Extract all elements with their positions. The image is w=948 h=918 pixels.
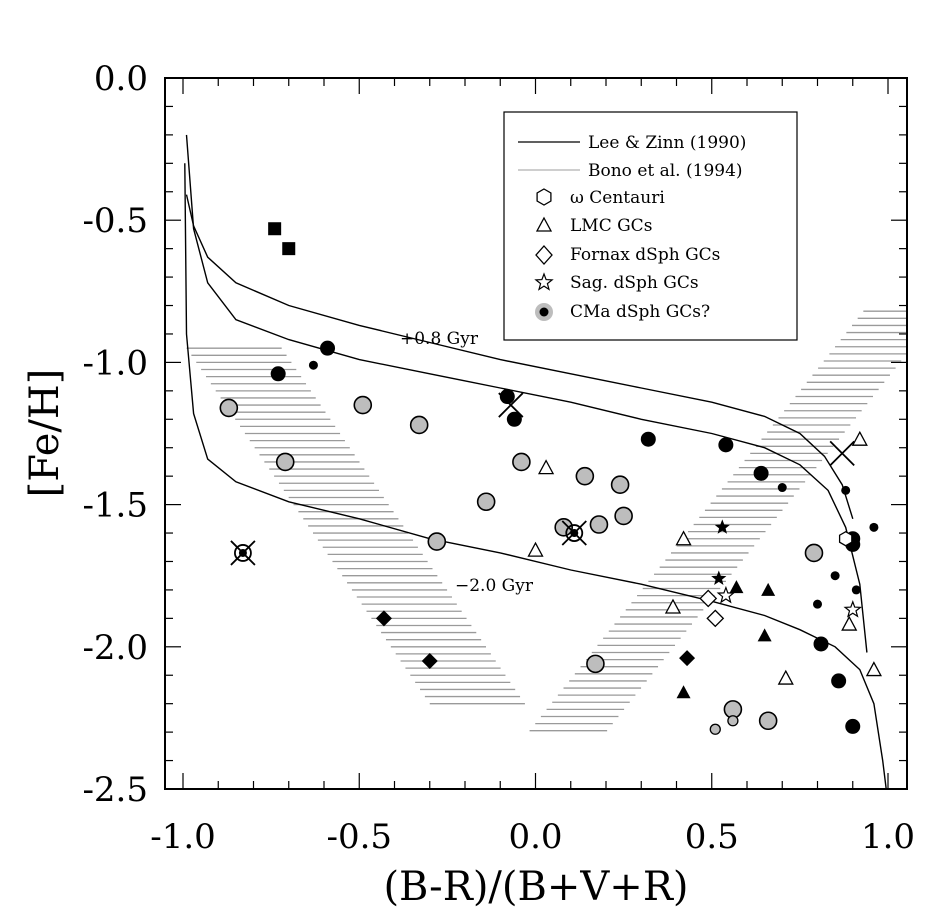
filled-diamond-point xyxy=(376,610,392,626)
filled-small-point xyxy=(309,361,318,370)
filled-circle-point xyxy=(814,636,829,651)
cma-gc-point xyxy=(612,476,629,493)
x-tick-label: -0.5 xyxy=(326,817,392,857)
fornax-gc-point xyxy=(707,610,723,626)
cma-gc-point xyxy=(513,453,530,470)
filled-square-point xyxy=(282,242,295,255)
x-tick-label: 1.0 xyxy=(861,817,915,857)
filled-circle-point xyxy=(754,466,769,481)
legend-label-sag: Sag. dSph GCs xyxy=(570,273,699,293)
cma-gc-point xyxy=(576,468,593,485)
cma-gc-point xyxy=(760,712,777,729)
y-tick-label: -1.0 xyxy=(82,343,148,383)
filled-small-point xyxy=(869,523,878,532)
cross-point xyxy=(830,441,854,465)
y-tick-label: 0.0 xyxy=(94,59,148,99)
cma-gc-small-point xyxy=(710,724,720,734)
y-tick-label: -1.5 xyxy=(82,486,148,526)
y-axis-title: [Fe/H] xyxy=(22,369,68,498)
lmc-gc-point xyxy=(842,617,856,630)
cma-gc-point xyxy=(411,416,428,433)
cma-gc-point xyxy=(587,655,604,672)
cma-gc-point xyxy=(615,507,632,524)
annotation-minus-2-0-gyr: −2.0 Gyr xyxy=(455,576,534,596)
legend-label-omega-centauri: ω Centauri xyxy=(570,188,665,208)
legend-label-fornax: Fornax dSph GCs xyxy=(570,245,720,265)
filled-circle-point xyxy=(831,673,846,688)
filled-triangle-point xyxy=(758,628,772,641)
lmc-gc-point xyxy=(539,461,553,474)
lmc-gc-point xyxy=(779,671,793,684)
filled-triangle-point xyxy=(729,580,743,593)
x-tick-label: 0.5 xyxy=(685,817,739,857)
legend: Lee & Zinn (1990) Bono et al. (1994) ω C… xyxy=(504,112,797,340)
filled-triangle-point xyxy=(761,583,775,596)
cma-gc-point xyxy=(590,516,607,533)
cma-gc-point xyxy=(354,397,371,414)
cma-gc-small-point xyxy=(728,716,738,726)
hexagon-icon xyxy=(537,189,551,205)
filled-circle-point xyxy=(718,437,733,452)
filled-star-point xyxy=(711,571,726,586)
cma-gc-point xyxy=(220,399,237,416)
x-tick-label: 0.0 xyxy=(508,817,562,857)
x-axis-title: (B-R)/(B+V+R) xyxy=(383,864,688,910)
filled-diamond-point xyxy=(422,653,438,669)
lmc-gc-point xyxy=(867,663,881,676)
legend-label-bono: Bono et al. (1994) xyxy=(588,161,743,181)
lmc-gc-point xyxy=(853,432,867,445)
lmc-gc-point xyxy=(666,600,680,613)
y-tick-label: -0.5 xyxy=(82,201,148,241)
cma-gc-point xyxy=(277,453,294,470)
filled-small-point xyxy=(813,600,822,609)
cma-gc-point xyxy=(805,544,822,561)
legend-label-lmc: LMC GCs xyxy=(570,216,652,236)
y-tick-label: -2.0 xyxy=(82,628,148,668)
filled-triangle-point xyxy=(677,685,691,698)
filled-small-point xyxy=(841,486,850,495)
cma-gc-point xyxy=(478,493,495,510)
annotation-plus-0-8-gyr: +0.8 Gyr xyxy=(400,329,479,349)
legend-label-lee-zinn: Lee & Zinn (1990) xyxy=(588,133,746,153)
filled-small-point xyxy=(852,585,861,594)
filled-square-point xyxy=(268,222,281,235)
legend-label-cma: CMa dSph GCs? xyxy=(570,302,710,322)
filled-diamond-point xyxy=(679,650,695,666)
filled-circle-point xyxy=(271,366,286,381)
filled-circle-point xyxy=(641,432,656,447)
x-tick-label: -1.0 xyxy=(150,817,216,857)
cma-gc-point xyxy=(428,533,445,550)
chart: -1.0 -0.5 0.0 0.5 1.0 0.0 -0.5 -1.0 -1.5 -2.0 -2.5… xyxy=(0,0,948,918)
filled-small-point xyxy=(831,571,840,580)
cma-icon-dot xyxy=(540,308,549,317)
filled-circle-point xyxy=(845,719,860,734)
filled-circle-point xyxy=(320,341,335,356)
omega-centauri-point xyxy=(840,532,852,546)
filled-small-point xyxy=(778,483,787,492)
fornax-gc-point xyxy=(700,590,716,606)
lmc-gc-point xyxy=(529,543,543,556)
sag-gc-point xyxy=(845,602,860,617)
y-tick-label: -2.5 xyxy=(82,770,148,810)
